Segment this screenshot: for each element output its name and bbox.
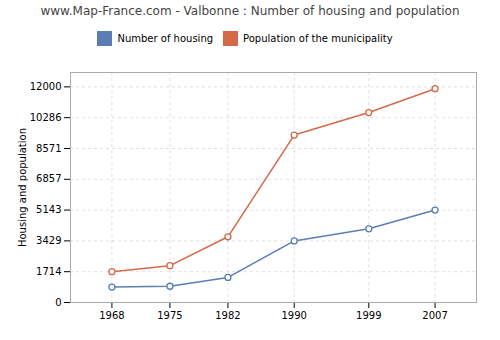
html-text:Population of the municipality: Population of the municipality: [243, 33, 393, 44]
svg-text:1714: 1714: [36, 266, 61, 277]
svg-text:Housing and population: Housing and population: [17, 128, 28, 247]
svg-text:1990: 1990: [281, 310, 306, 321]
svg-text:3429: 3429: [36, 235, 61, 246]
svg-text:0: 0: [55, 297, 61, 308]
svg-text:2007: 2007: [422, 310, 447, 321]
html-text:www.Map-France.com - Valbonne: www.Map-France.com - Valbonne : Number o…: [40, 4, 460, 18]
svg-text:6857: 6857: [36, 173, 61, 184]
svg-text:1975: 1975: [157, 310, 182, 321]
svg-text:12000: 12000: [30, 81, 62, 92]
svg-text:5143: 5143: [36, 204, 61, 215]
html-text:Number of housing: Number of housing: [117, 33, 214, 44]
svg-text:1982: 1982: [215, 310, 240, 321]
svg-text:1999: 1999: [356, 310, 381, 321]
svg-text:1968: 1968: [99, 310, 124, 321]
svg-text:8571: 8571: [36, 143, 61, 154]
svg-text:10286: 10286: [30, 112, 62, 123]
